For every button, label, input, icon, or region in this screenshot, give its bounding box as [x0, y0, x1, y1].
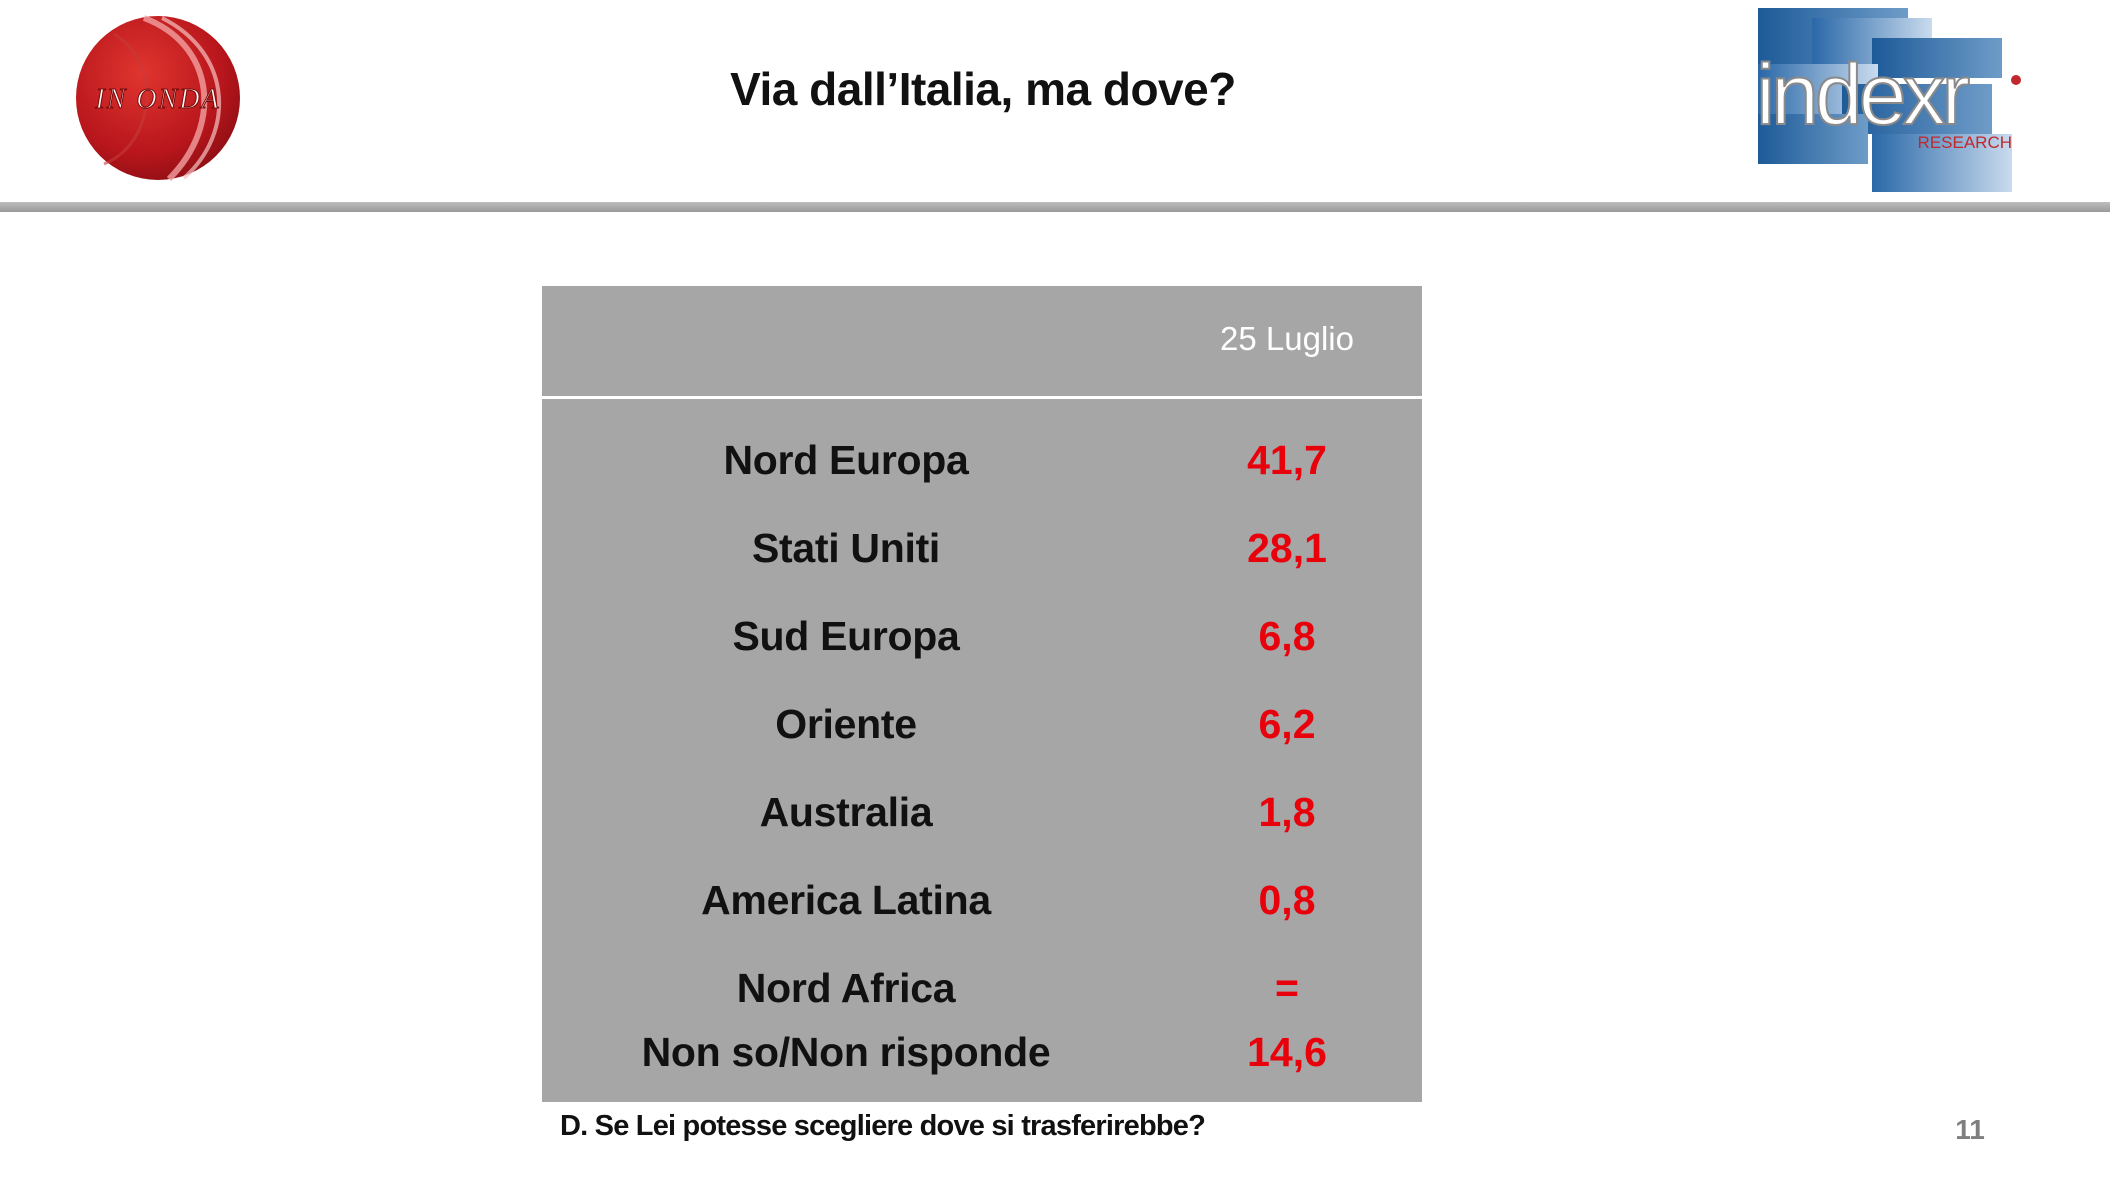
row-value: 1,8 — [1258, 789, 1316, 835]
indexr-logo-subtext: RESEARCH — [1918, 133, 2012, 152]
row-label: Australia — [759, 789, 933, 835]
in-onda-logo: IN ONDA — [74, 14, 242, 182]
table-row: America Latina 0,8 — [542, 856, 1422, 944]
table-row: Nord Africa = — [542, 944, 1422, 1032]
row-label: Stati Uniti — [751, 525, 941, 571]
row-value: 6,2 — [1258, 701, 1316, 747]
table-row: Nord Europa 41,7 — [542, 416, 1422, 504]
row-value: = — [1275, 965, 1299, 1011]
results-table: 25 Luglio Nord Europa 41,7 Stati Uniti 2… — [542, 286, 1422, 1102]
table-row: Australia 1,8 — [542, 768, 1422, 856]
survey-question: D. Se Lei potesse scegliere dove si tras… — [560, 1110, 1206, 1142]
column-header-date: 25 Luglio — [1220, 320, 1354, 357]
indexr-logo-text: indexr — [1756, 47, 1970, 143]
row-value: 28,1 — [1247, 525, 1327, 571]
table-header: 25 Luglio — [542, 286, 1422, 396]
row-value: 41,7 — [1247, 437, 1327, 483]
row-label: Sud Europa — [732, 613, 960, 659]
table-row: Stati Uniti 28,1 — [542, 504, 1422, 592]
row-label: Oriente — [775, 701, 917, 747]
row-label: Nord Europa — [723, 437, 969, 483]
row-value: 14,6 — [1247, 1029, 1327, 1075]
row-value: 6,8 — [1258, 613, 1316, 659]
row-label: Nord Africa — [736, 965, 956, 1011]
row-value: 0,8 — [1258, 877, 1316, 923]
page-number: 11 — [1955, 1114, 1985, 1145]
in-onda-logo-text: IN ONDA — [94, 84, 220, 115]
header-divider — [0, 202, 2110, 212]
table-row: Sud Europa 6,8 — [542, 592, 1422, 680]
row-label: Non so/Non risponde — [641, 1029, 1051, 1075]
header-separator — [542, 396, 1422, 399]
table-row: Oriente 6,2 — [542, 680, 1422, 768]
indexr-logo: indexr RESEARCH — [1752, 4, 2024, 196]
page-title: Via dall’Italia, ma dove? — [730, 63, 1236, 115]
table-row: Non so/Non risponde 14,6 — [542, 1008, 1422, 1096]
row-label: America Latina — [701, 877, 991, 923]
